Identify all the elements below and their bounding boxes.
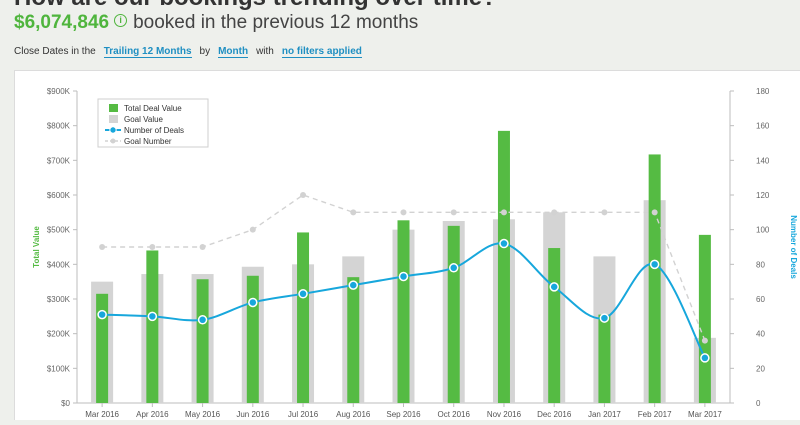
deal-value-bar	[497, 130, 510, 403]
goal-number-point	[450, 209, 457, 216]
number-of-deals-point	[448, 263, 459, 273]
deal-value-bar	[548, 248, 561, 403]
y-axis-title: Total Value	[32, 226, 41, 268]
headline-subtitle: booked in the previous 12 months	[133, 12, 419, 33]
goal-number-point	[651, 209, 658, 216]
legend-marker-goal-number	[110, 138, 116, 144]
y-tick-label: $500K	[47, 226, 71, 235]
legend-swatch-deal-value	[109, 104, 118, 112]
y2-tick-label: 40	[756, 330, 765, 339]
goal-number-point	[99, 244, 106, 250]
deal-value-bar	[146, 250, 159, 403]
deal-value-bar	[598, 314, 611, 403]
goal-number-point	[601, 209, 608, 216]
goal-number-point	[199, 244, 206, 250]
filter-prefix: Close Dates in the	[14, 46, 96, 57]
y2-tick-label: 120	[756, 191, 770, 200]
legend-label-deal-value: Total Deal Value	[124, 104, 182, 113]
y2-axis-title: Number of Deals	[789, 215, 798, 279]
y-tick-label: $400K	[47, 260, 71, 269]
y-tick-label: $900K	[47, 87, 71, 96]
number-of-deals-point	[97, 309, 107, 320]
x-tick-label: Dec 2016	[537, 410, 572, 419]
y2-tick-label: 100	[756, 226, 770, 235]
legend-marker-deals	[109, 126, 117, 134]
y-tick-label: $0	[61, 399, 70, 408]
bookings-combo-chart: $0 $100K $200K $300K $400K $500K $600K $700K $80…	[32, 87, 798, 419]
y-tick-label: $100K	[47, 364, 71, 373]
y-tick-label: $200K	[47, 330, 71, 339]
x-tick-label: Oct 2016	[437, 410, 470, 419]
number-of-deals-point	[197, 315, 208, 325]
deal-value-bar	[196, 279, 209, 403]
goal-number-point	[701, 337, 708, 344]
number-of-deals-point	[348, 280, 359, 290]
goal-number-point	[500, 209, 507, 216]
deal-value-bar	[246, 275, 259, 403]
deal-value-bar	[648, 154, 661, 403]
y2-tick-label: 60	[756, 295, 765, 304]
y2-tick-label: 180	[756, 87, 770, 96]
x-tick-label: Feb 2017	[638, 410, 672, 419]
number-of-deals-point	[549, 282, 559, 292]
deal-value-bar	[347, 277, 360, 403]
x-tick-label: Apr 2016	[136, 410, 169, 419]
filters-applied-link[interactable]: no filters applied	[281, 46, 362, 58]
x-tick-label: Jan 2017	[588, 410, 621, 419]
legend-label-deals: Number of Deals	[124, 126, 184, 135]
booked-amount: $6,074,846	[14, 12, 110, 33]
goal-number-point	[400, 209, 407, 216]
y2-tick-label: 0	[756, 399, 761, 408]
goal-number-point	[551, 209, 558, 216]
goal-number-point	[350, 209, 357, 216]
filter-with-text: with	[256, 46, 274, 57]
headline: $6,074,846 i booked in the previous 12 mon…	[14, 12, 418, 34]
y-tick-label: $300K	[47, 295, 71, 304]
x-tick-label: Sep 2016	[386, 410, 421, 419]
number-of-deals-point	[398, 271, 409, 282]
y2-tick-label: 140	[756, 156, 770, 165]
x-tick-label: Jun 2016	[236, 410, 269, 419]
y-tick-label: $700K	[47, 156, 71, 165]
goal-number-point	[249, 226, 256, 233]
chart-card: $0 $100K $200K $300K $400K $500K $600K $700K $80…	[14, 70, 800, 420]
number-of-deals-point	[599, 313, 610, 323]
page-title: How are our bookings trending over time?	[14, 0, 497, 12]
deal-value-bar	[297, 232, 310, 403]
number-of-deals-point	[298, 289, 308, 299]
y-tick-label: $600K	[47, 191, 71, 200]
y2-tick-label: 160	[756, 122, 770, 131]
info-icon[interactable]: i	[114, 14, 128, 28]
legend-label-goal-number: Goal Number	[124, 137, 172, 146]
legend-label-goal-value: Goal Value	[124, 115, 164, 124]
legend-swatch-goal-value	[109, 115, 118, 123]
date-range-filter-link[interactable]: Trailing 12 Months	[103, 46, 192, 58]
x-tick-label: Mar 2017	[688, 410, 722, 419]
filter-sentence: Close Dates in the Trailing 12 Months by Mo…	[14, 46, 362, 58]
period-filter-link[interactable]: Month	[218, 46, 249, 58]
x-tick-label: May 2016	[185, 410, 221, 419]
number-of-deals-point	[700, 353, 710, 363]
number-of-deals-point	[147, 311, 158, 322]
y-tick-label: $800K	[47, 122, 71, 131]
x-tick-label: Nov 2016	[487, 410, 522, 419]
deal-value-bar	[447, 225, 460, 403]
deal-value-bar	[397, 220, 410, 403]
number-of-deals-point	[499, 238, 509, 249]
deal-value-bar	[96, 293, 109, 403]
goal-number-point	[300, 192, 307, 198]
deal-value-bar	[698, 234, 711, 403]
y2-tick-label: 80	[756, 260, 765, 269]
number-of-deals-point	[248, 297, 258, 308]
x-tick-label: Jul 2016	[288, 410, 319, 419]
x-tick-label: Aug 2016	[336, 410, 371, 419]
goal-number-point	[149, 244, 156, 250]
x-tick-label: Mar 2016	[85, 410, 119, 419]
filter-by-text: by	[199, 46, 211, 57]
number-of-deals-point	[649, 259, 660, 270]
y2-tick-label: 20	[756, 364, 765, 373]
